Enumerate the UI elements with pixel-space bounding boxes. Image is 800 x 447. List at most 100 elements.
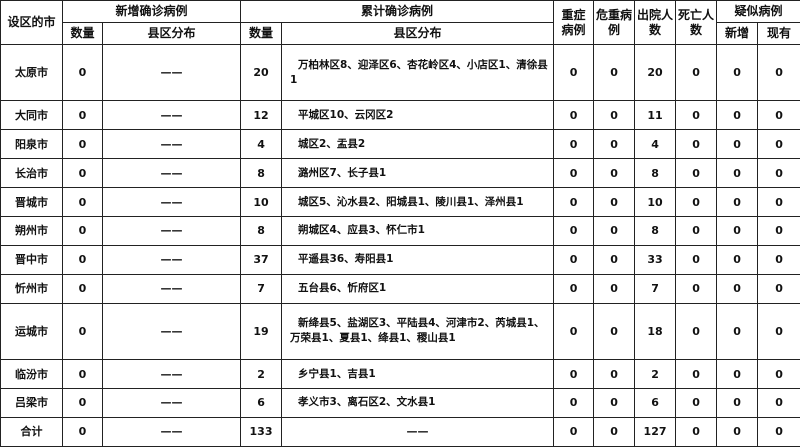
cell-severe: 0 [553, 244, 595, 275]
cell-sus-current: 0 [757, 244, 800, 275]
cell-new-dist: —— [101, 244, 242, 275]
cell-sus-current: 0 [757, 359, 800, 389]
cell-deaths: 0 [675, 158, 718, 189]
cell-total: 4 [240, 129, 283, 160]
cell-city: 阳泉市 [0, 129, 63, 160]
cell-sus-new: 0 [716, 129, 759, 160]
table-row: 运城市 0 —— 19 新绛县5、盐湖区3、平陆县4、河津市2、芮城县1、万荣县1、夏县… [0, 302, 800, 361]
cell-new-count: 0 [62, 129, 103, 160]
table-row: 吕梁市 0 —— 6 孝义市3、离石区2、文水县1 0 0 6 0 0 0 [0, 388, 800, 418]
cell-sus-new: 0 [716, 388, 759, 418]
cell-city: 合计 [0, 416, 63, 447]
cell-sus-current: 0 [757, 100, 800, 131]
cell-sus-current: 0 [757, 158, 800, 189]
cell-critical: 0 [593, 416, 636, 447]
cell-severe: 0 [553, 273, 595, 304]
header-new-confirmed: 新增确诊病例 [61, 0, 242, 23]
cell-total-dist: 城区2、盂县2 [281, 129, 555, 160]
table-row: 长治市 0 —— 8 潞州区7、长子县1 0 0 8 0 0 0 [0, 158, 800, 189]
cell-critical: 0 [593, 187, 636, 217]
header-city: 设区的市 [0, 0, 63, 45]
table-row: 临汾市 0 —— 2 乡宁县1、吉县1 0 0 2 0 0 0 [0, 359, 800, 389]
header-suspected-current: 现有 [757, 22, 800, 45]
cell-deaths: 0 [675, 100, 718, 131]
cell-new-dist: —— [101, 216, 242, 246]
cell-discharged: 6 [634, 388, 677, 418]
cell-critical: 0 [593, 158, 636, 189]
cell-total-dist: 朔城区4、应县3、怀仁市1 [281, 216, 555, 246]
cell-new-dist: —— [101, 416, 242, 447]
cell-sus-current: 0 [757, 416, 800, 447]
cell-total-dist: 潞州区7、长子县1 [281, 158, 555, 189]
cell-deaths: 0 [675, 43, 718, 102]
cell-discharged: 127 [634, 416, 677, 447]
cell-total: 7 [240, 273, 283, 304]
cell-new-dist: —— [101, 388, 242, 418]
cell-sus-new: 0 [716, 302, 759, 361]
cell-severe: 0 [553, 216, 595, 246]
cell-city: 朔州市 [0, 216, 63, 246]
cell-sus-current: 0 [757, 216, 800, 246]
cell-new-count: 0 [62, 359, 103, 389]
cell-severe: 0 [553, 359, 595, 389]
cell-sus-current: 0 [757, 187, 800, 217]
cell-total-dist: 乡宁县1、吉县1 [281, 359, 555, 389]
cell-new-count: 0 [62, 43, 103, 102]
cell-total: 2 [240, 359, 283, 389]
cell-sus-new: 0 [716, 244, 759, 275]
cell-sus-current: 0 [757, 302, 800, 361]
cell-critical: 0 [593, 359, 636, 389]
cell-new-count: 0 [62, 244, 103, 275]
cell-city: 晋城市 [0, 187, 63, 217]
header-deaths: 死亡人数 [675, 0, 718, 45]
cell-sus-current: 0 [757, 129, 800, 160]
cell-deaths: 0 [675, 273, 718, 304]
table-row: 合计 0 —— 133 —— 0 0 127 0 0 0 [0, 416, 800, 447]
table-row: 阳泉市 0 —— 4 城区2、盂县2 0 0 4 0 0 0 [0, 129, 800, 160]
cell-city: 大同市 [0, 100, 63, 131]
cell-new-count: 0 [62, 388, 103, 418]
cell-critical: 0 [593, 273, 636, 304]
cell-critical: 0 [593, 43, 636, 102]
cell-new-dist: —— [101, 129, 242, 160]
cell-sus-new: 0 [716, 359, 759, 389]
cell-discharged: 20 [634, 43, 677, 102]
cell-deaths: 0 [675, 129, 718, 160]
cell-discharged: 4 [634, 129, 677, 160]
header-severe: 重症病例 [553, 0, 595, 45]
cell-critical: 0 [593, 244, 636, 275]
cell-city: 吕梁市 [0, 388, 63, 418]
cell-new-dist: —— [101, 43, 242, 102]
cell-discharged: 33 [634, 244, 677, 275]
cell-critical: 0 [593, 302, 636, 361]
table-row: 晋城市 0 —— 10 城区5、沁水县2、阳城县1、陵川县1、泽州县1 0 0 10 0 0 0 [0, 187, 800, 217]
cell-discharged: 2 [634, 359, 677, 389]
cell-total: 12 [240, 100, 283, 131]
cell-city: 临汾市 [0, 359, 63, 389]
cell-sus-current: 0 [757, 273, 800, 304]
cell-new-count: 0 [62, 216, 103, 246]
cell-total-dist: 五台县6、忻府区1 [281, 273, 555, 304]
table-row: 朔州市 0 —— 8 朔城区4、应县3、怀仁市1 0 0 8 0 0 0 [0, 216, 800, 246]
cell-severe: 0 [553, 43, 595, 102]
cell-total: 133 [240, 416, 283, 447]
cell-sus-new: 0 [716, 416, 759, 447]
cell-city: 长治市 [0, 158, 63, 189]
cell-critical: 0 [593, 388, 636, 418]
cell-total-dist: 万柏林区8、迎泽区6、杏花岭区4、小店区1、清徐县1 [281, 43, 555, 102]
cell-critical: 0 [593, 129, 636, 160]
table-row: 晋中市 0 —— 37 平遥县36、寿阳县1 0 0 33 0 0 0 [0, 244, 800, 275]
cell-discharged: 8 [634, 216, 677, 246]
cell-severe: 0 [553, 100, 595, 131]
header-suspected: 疑似病例 [716, 0, 800, 23]
cell-total-dist: 孝义市3、离石区2、文水县1 [281, 388, 555, 418]
header-new-districts: 县区分布 [101, 22, 242, 45]
header-total-count: 数量 [240, 22, 283, 45]
cell-city: 晋中市 [0, 244, 63, 275]
cell-new-dist: —— [101, 359, 242, 389]
cell-severe: 0 [553, 187, 595, 217]
cell-new-count: 0 [62, 302, 103, 361]
cell-total-dist: —— [281, 416, 555, 447]
cell-deaths: 0 [675, 244, 718, 275]
cell-deaths: 0 [675, 416, 718, 447]
